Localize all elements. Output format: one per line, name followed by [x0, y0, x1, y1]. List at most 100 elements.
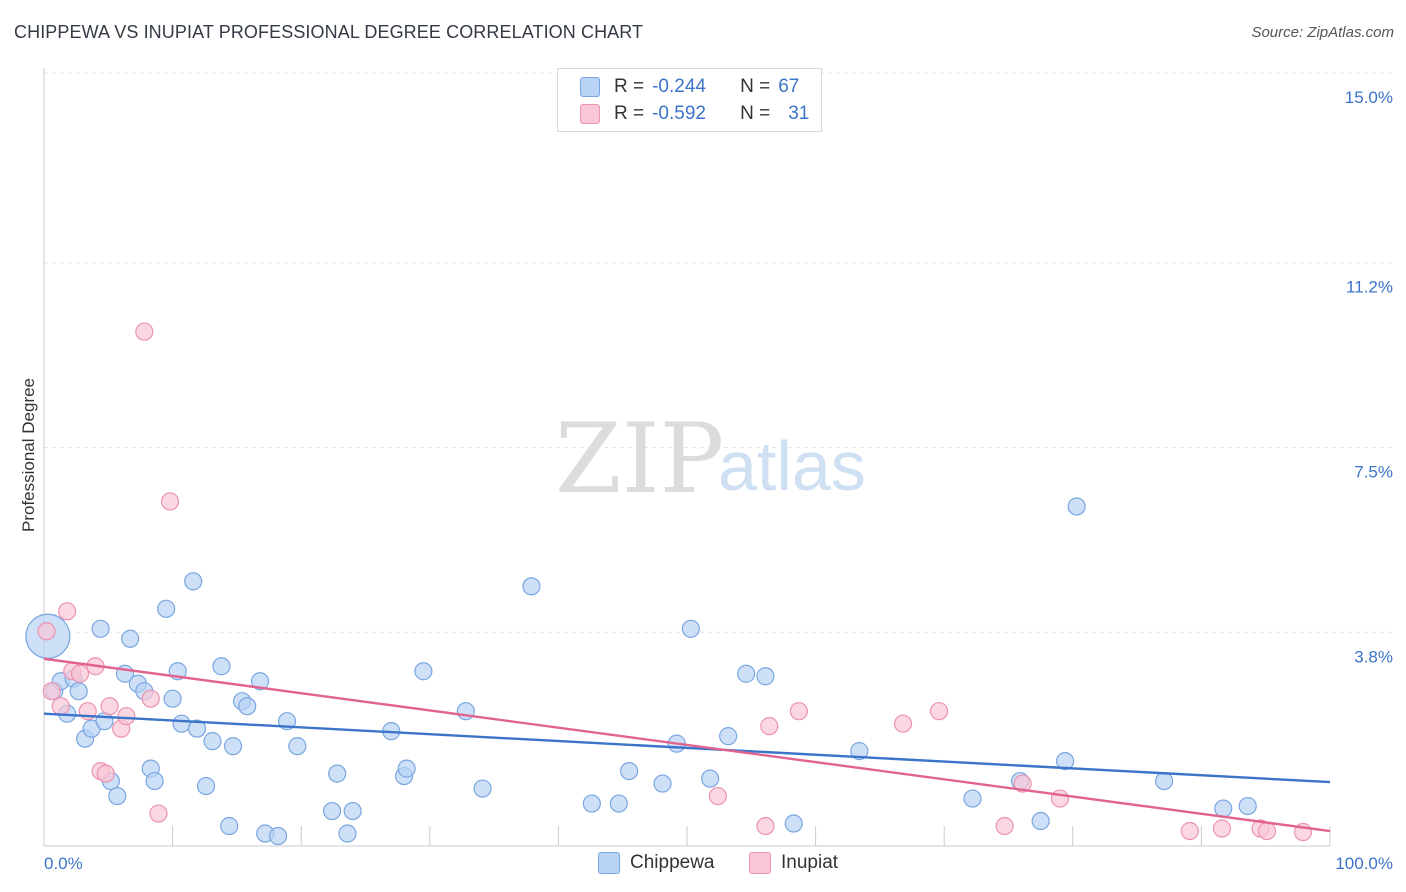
point-chippewa [1155, 771, 1174, 791]
point-inupiat [708, 786, 727, 806]
point-chippewa [203, 732, 222, 751]
legend-n-label: N = [740, 76, 771, 97]
tick-labels: 3.8% 7.5% 11.2% 15.0% 0.0% 100.0% [44, 88, 1393, 873]
point-chippewa [1238, 796, 1257, 816]
point-chippewa [69, 682, 88, 701]
point-inupiat [100, 697, 119, 716]
point-inupiat [1212, 819, 1232, 838]
bottom-legend-label-chippewa: Chippewa [630, 852, 715, 873]
point-chippewa [268, 826, 288, 846]
point-inupiat [929, 702, 949, 721]
bottom-legend-swatch-chippewa [598, 852, 620, 874]
watermark-zip: ZIP [555, 403, 724, 515]
trend-line-chippewa [43, 712, 1331, 784]
point-inupiat [756, 816, 775, 836]
point-inupiat [51, 697, 70, 716]
point-inupiat [141, 689, 160, 708]
point-chippewa [1031, 811, 1050, 831]
point-chippewa [223, 737, 243, 756]
point-chippewa [701, 769, 720, 788]
point-inupiat [160, 492, 180, 511]
point-chippewa [196, 776, 216, 796]
legend-r-label: R = [614, 103, 645, 124]
point-chippewa [719, 727, 738, 746]
point-chippewa [250, 672, 270, 691]
point-chippewa [756, 667, 775, 686]
gridlines [44, 72, 1392, 633]
legend-r-label: R = [614, 76, 645, 97]
watermark-atlas: atlas [718, 427, 866, 505]
point-chippewa [397, 759, 416, 778]
point-chippewa [288, 737, 307, 756]
point-chippewa [473, 779, 492, 798]
correlation-legend: R = -0.244 N = 67 R = -0.592 N = 31 [557, 68, 822, 132]
point-chippewa [322, 801, 342, 821]
legend-r-value: -0.592 [652, 103, 706, 124]
bottom-legend-chippewa[interactable]: Chippewa [598, 852, 715, 874]
point-inupiat [117, 707, 136, 726]
y-tick-label: 7.5% [1354, 463, 1393, 482]
legend-row-chippewa: R = -0.244 N = 67 [580, 74, 799, 100]
x-tick-label-start: 0.0% [44, 854, 83, 873]
legend-n-value: 67 [778, 76, 800, 97]
legend-swatch-chippewa [580, 77, 600, 97]
point-chippewa [157, 599, 176, 618]
bottom-legend-swatch-inupiat [749, 852, 771, 874]
axes [43, 68, 1331, 847]
point-inupiat [789, 702, 808, 721]
point-chippewa [338, 824, 357, 843]
point-inupiat [1257, 821, 1277, 841]
point-inupiat [58, 602, 77, 621]
point-inupiat [96, 764, 115, 783]
point-chippewa [163, 689, 182, 708]
point-chippewa [91, 619, 110, 638]
point-chippewa [328, 764, 347, 783]
point-inupiat [135, 322, 154, 341]
legend-n-value: 31 [788, 103, 810, 124]
trend-lines [43, 657, 1331, 833]
point-chippewa [681, 619, 700, 638]
point-inupiat [995, 816, 1014, 836]
point-chippewa [620, 761, 639, 781]
point-chippewa [121, 629, 140, 648]
legend-row-inupiat: R = -0.592 N = 31 [580, 101, 809, 127]
point-chippewa [582, 794, 601, 813]
point-chippewa [220, 816, 239, 836]
point-chippewa [414, 662, 433, 681]
legend-n-label: N = [740, 103, 771, 124]
point-chippewa [187, 719, 207, 738]
point-chippewa [1067, 497, 1086, 516]
watermark: ZIP atlas [555, 403, 866, 515]
data-points [25, 322, 1313, 846]
legend-swatch-inupiat [580, 104, 600, 124]
point-inupiat [1050, 789, 1070, 808]
x-tick-label-end: 100.0% [1335, 854, 1393, 873]
point-chippewa [145, 771, 164, 791]
point-inupiat [1013, 774, 1032, 793]
point-chippewa [963, 789, 982, 808]
point-inupiat [893, 714, 913, 733]
point-chippewa [522, 577, 541, 596]
point-chippewa [850, 742, 869, 761]
point-chippewa [737, 664, 756, 683]
point-inupiat [149, 804, 168, 823]
y-tick-label: 11.2% [1346, 278, 1393, 297]
trend-line-inupiat [43, 657, 1331, 833]
bottom-legend-inupiat[interactable]: Inupiat [749, 852, 838, 874]
point-chippewa [1055, 752, 1075, 771]
point-chippewa [653, 774, 672, 793]
point-chippewa [238, 697, 257, 716]
source-label: Source: ZipAtlas.com [1251, 24, 1394, 41]
point-chippewa [212, 657, 231, 676]
point-chippewa [343, 801, 362, 821]
point-inupiat [70, 664, 90, 683]
point-chippewa [172, 714, 191, 733]
point-chippewa [108, 786, 127, 806]
y-tick-label: 3.8% [1354, 647, 1393, 666]
point-inupiat [42, 682, 61, 701]
point-chippewa [184, 572, 203, 591]
point-inupiat [760, 717, 779, 736]
bottom-legend-label-inupiat: Inupiat [781, 852, 839, 873]
point-inupiat [1180, 821, 1199, 841]
